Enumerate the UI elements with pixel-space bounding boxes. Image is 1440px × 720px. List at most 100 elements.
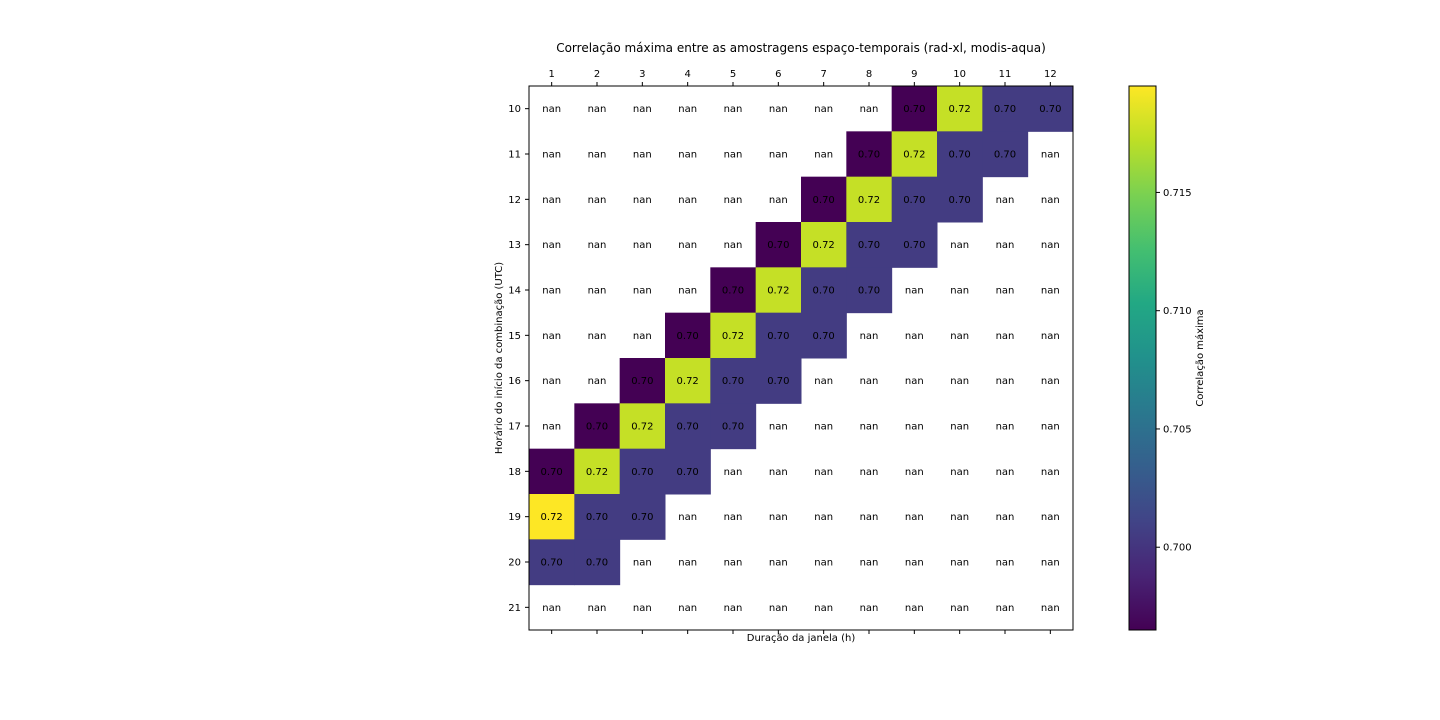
heatmap-cell-label: nan — [588, 240, 607, 251]
heatmap-cell — [846, 176, 893, 223]
heatmap-cell-label: nan — [814, 376, 833, 387]
heatmap-cell-label: nan — [905, 286, 924, 297]
heatmap-cell-label: nan — [1041, 240, 1060, 251]
heatmap-cell — [574, 494, 621, 540]
x-tick-label: 9 — [911, 69, 917, 80]
heatmap-cell-label: 0.70 — [586, 422, 608, 433]
heatmap-cell-label: nan — [678, 603, 697, 614]
heatmap-cell-label: 0.70 — [767, 376, 789, 387]
heatmap-cell — [982, 86, 1029, 132]
x-axis-label: Duração da janela (h) — [747, 633, 856, 644]
heatmap-cell-label: nan — [905, 603, 924, 614]
heatmap-cell-label: nan — [814, 150, 833, 161]
heatmap-cell-label: 0.72 — [949, 104, 971, 115]
plot-frame — [528, 85, 1074, 631]
heatmap-cell — [1027, 86, 1074, 132]
colorbar — [1128, 85, 1157, 631]
x-tick-label: 6 — [775, 69, 781, 80]
y-tick-label: 14 — [508, 286, 521, 297]
heatmap-cell — [619, 494, 666, 540]
heatmap-cell-label: 0.72 — [586, 467, 608, 478]
x-tick-label: 1 — [548, 69, 554, 80]
heatmap-cell-label: 0.70 — [994, 150, 1016, 161]
heatmap-cell-label: 0.70 — [994, 104, 1016, 115]
heatmap-cell — [982, 131, 1029, 178]
heatmap-cell-label: 0.70 — [767, 240, 789, 251]
heatmap-cell-label: 0.70 — [1039, 104, 1061, 115]
heatmap-cell-label: nan — [814, 512, 833, 523]
heatmap-cell — [619, 358, 666, 404]
x-tick-label: 3 — [639, 69, 645, 80]
heatmap-cell-label: 0.70 — [813, 286, 835, 297]
heatmap-cell-label: nan — [1041, 286, 1060, 297]
heatmap-cell-label: nan — [1041, 376, 1060, 387]
heatmap-cell-label: nan — [1041, 558, 1060, 569]
heatmap-cell — [937, 131, 983, 178]
heatmap-cell-label: nan — [588, 104, 607, 115]
y-axis-label: Horário do início da combinação (UTC) — [493, 262, 505, 454]
heatmap-cell-label: nan — [950, 603, 969, 614]
heatmap-cell-label: nan — [724, 467, 743, 478]
heatmap-cell — [529, 494, 575, 540]
heatmap-cell-label: nan — [724, 150, 743, 161]
heatmap-cell-label: nan — [996, 331, 1015, 342]
heatmap-cells — [529, 86, 1074, 586]
heatmap-cell — [755, 358, 802, 404]
heatmap-cell — [665, 358, 711, 404]
y-tick-label: 16 — [508, 376, 521, 387]
y-tick-label: 15 — [508, 331, 521, 342]
y-tick-label: 11 — [508, 150, 521, 161]
heatmap-cell-label: nan — [996, 467, 1015, 478]
heatmap-cell-label: nan — [588, 331, 607, 342]
y-tick-label: 18 — [508, 467, 521, 478]
heatmap-cell — [755, 222, 802, 268]
heatmap-cell-label: nan — [814, 104, 833, 115]
heatmap-cell-label: nan — [1041, 603, 1060, 614]
y-tick-label: 21 — [508, 603, 521, 614]
heatmap-cell — [619, 448, 666, 495]
heatmap-cell — [529, 539, 575, 586]
colorbar-ticks: 0.700 0.705 0.710 0.715 — [1156, 188, 1192, 554]
heatmap-cell-label: nan — [860, 467, 879, 478]
heatmap-cell-label: 0.70 — [903, 104, 925, 115]
heatmap-cell-label: nan — [769, 512, 788, 523]
heatmap-cell-label: nan — [905, 331, 924, 342]
heatmap-cell-label: 0.70 — [813, 331, 835, 342]
heatmap-cell — [710, 403, 757, 450]
x-tick-label: 4 — [684, 69, 690, 80]
colorbar-tick-label: 0.700 — [1163, 543, 1192, 554]
heatmap-cell-label: nan — [678, 286, 697, 297]
heatmap-cell-label: 0.70 — [813, 195, 835, 206]
heatmap-cell-label: 0.72 — [858, 195, 880, 206]
colorbar-tick-label: 0.715 — [1163, 188, 1192, 199]
heatmap-cell-label: nan — [905, 467, 924, 478]
heatmap-cell-label: nan — [724, 240, 743, 251]
heatmap-cell-label: 0.70 — [586, 558, 608, 569]
heatmap-cell-label: 0.70 — [631, 467, 653, 478]
heatmap-cell — [529, 448, 575, 495]
heatmap-cell — [801, 222, 847, 268]
heatmap-cell — [755, 312, 802, 359]
heatmap-cell-label: 0.70 — [858, 150, 880, 161]
heatmap-cell-label: 0.72 — [541, 512, 563, 523]
heatmap-cell-label: nan — [814, 558, 833, 569]
heatmap-cell — [937, 176, 983, 223]
heatmap-cell-label: nan — [678, 558, 697, 569]
x-tick-label: 5 — [730, 69, 736, 80]
heatmap-cell-label: nan — [1041, 422, 1060, 433]
x-tick-label: 10 — [953, 69, 966, 80]
heatmap-cell-label: nan — [860, 603, 879, 614]
heatmap-cell-label: nan — [950, 512, 969, 523]
heatmap-cell-label: 0.70 — [722, 422, 744, 433]
heatmap-cell-label: nan — [724, 104, 743, 115]
heatmap-cell-label: nan — [678, 512, 697, 523]
heatmap-cell-label: nan — [769, 150, 788, 161]
heatmap-cell-label: nan — [860, 376, 879, 387]
colorbar-tick-label: 0.705 — [1163, 424, 1192, 435]
heatmap-cell-label: nan — [678, 150, 697, 161]
x-axis-ticks: 1 2 3 4 5 6 7 8 9 10 11 12 — [548, 69, 1057, 634]
heatmap-cell-label: nan — [724, 512, 743, 523]
heatmap-cell-label: 0.70 — [586, 512, 608, 523]
heatmap-cell-label: nan — [860, 104, 879, 115]
